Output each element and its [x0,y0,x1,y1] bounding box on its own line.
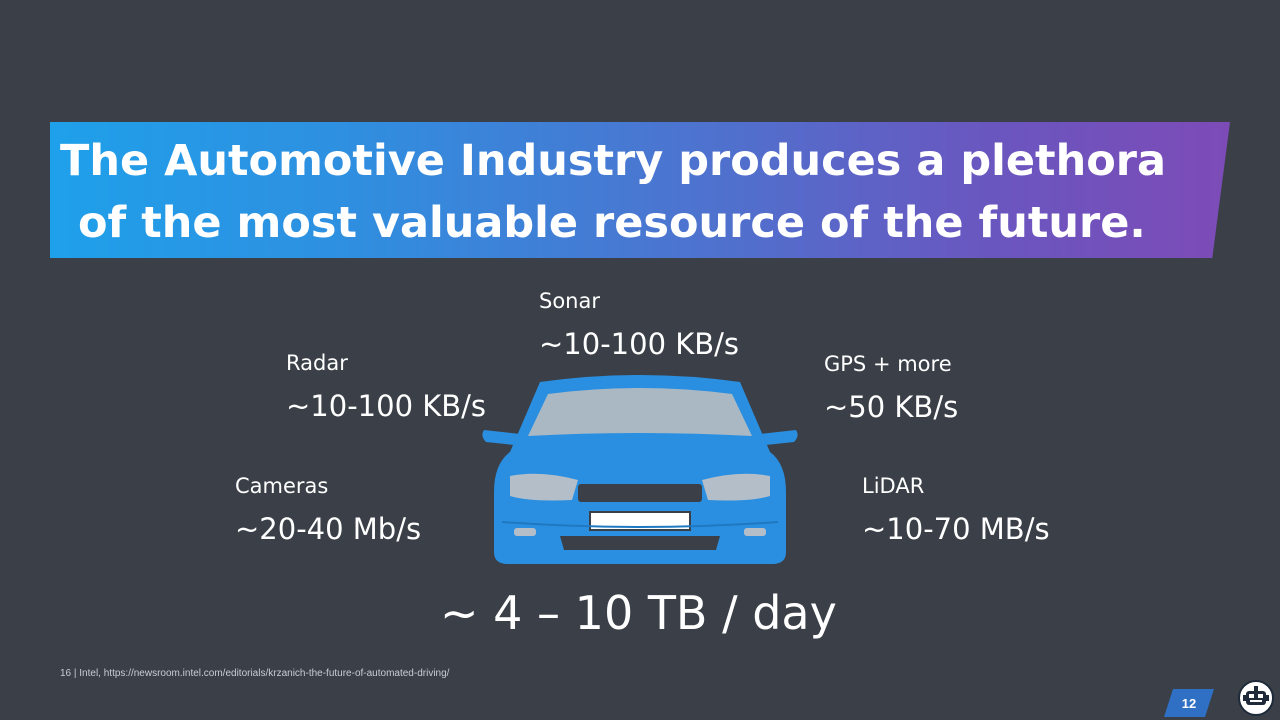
sensor-lidar-name: LiDAR [862,474,925,498]
sensor-sonar-name: Sonar [539,289,600,313]
page-number: 12 [1181,695,1197,711]
sensor-gps-rate: ~50 KB/s [824,390,959,424]
sensor-cameras-rate: ~20-40 Mb/s [235,512,422,546]
page-number-badge: 12 [1164,689,1214,717]
sensor-gps: GPS + more ~50 KB/s [824,351,958,427]
title-banner: The Automotive Industry produces a pleth… [50,122,1230,258]
slide-title-line-1: The Automotive Industry produces a pleth… [60,136,1166,186]
sensor-gps-name: GPS + more [824,352,952,376]
sensor-cameras-name: Cameras [235,474,329,498]
sensor-radar-rate: ~10-100 KB/s [286,389,487,423]
robot-logo-icon [1238,680,1274,716]
sensor-cameras: Cameras ~20-40 Mb/s [235,473,421,549]
total-data-per-day: ~ 4 – 10 TB / day [440,586,837,640]
source-footnote: 16 | Intel, https://newsroom.intel.com/e… [60,668,450,679]
car-front-icon [482,375,798,564]
sensor-radar: Radar ~10-100 KB/s [286,350,486,426]
sensor-lidar: LiDAR ~10-70 MB/s [862,473,1050,549]
slide-title-line-2: of the most valuable resource of the fut… [78,198,1146,248]
sensor-sonar-rate: ~10-100 KB/s [539,327,740,361]
sensor-sonar: Sonar ~10-100 KB/s [539,288,739,364]
sensor-lidar-rate: ~10-70 MB/s [862,512,1050,546]
sensor-radar-name: Radar [286,351,348,375]
